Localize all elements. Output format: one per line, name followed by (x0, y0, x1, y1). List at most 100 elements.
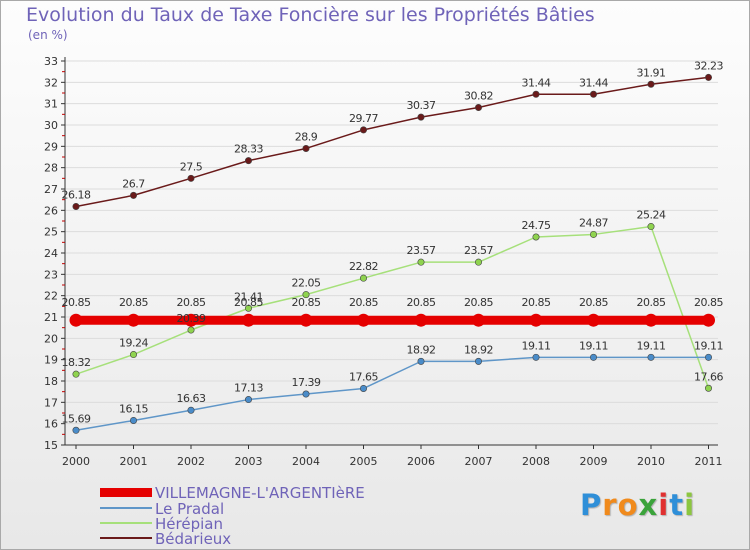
data-point-le-pradal (130, 416, 138, 424)
data-point-h-r-pian (532, 233, 540, 241)
data-label-villemagne-l-argenti-re: 20.85 (407, 296, 436, 309)
data-point-h-r-pian (130, 351, 138, 359)
data-point-b-darieux (417, 113, 425, 121)
y-tick-label: 32 (44, 76, 58, 89)
data-label-h-r-pian: 21.41 (234, 290, 263, 303)
data-point-le-pradal (589, 353, 597, 361)
legend-label-bedarieux: Bédarieux (155, 530, 232, 548)
y-tick-label: 28 (44, 162, 58, 175)
data-point-le-pradal (245, 396, 253, 404)
data-label-b-darieux: 31.44 (522, 76, 551, 89)
data-point-h-r-pian (474, 258, 482, 266)
x-tick-label: 2010 (637, 455, 665, 468)
data-label-h-r-pian: 24.75 (522, 219, 551, 232)
data-point-b-darieux (245, 157, 253, 165)
data-point-h-r-pian (302, 291, 310, 299)
data-point-h-r-pian (704, 384, 712, 392)
x-tick-label: 2006 (407, 455, 435, 468)
series-line-h-r-pian (75, 225, 710, 389)
y-tick-label: 15 (44, 439, 58, 452)
data-point-le-pradal (417, 357, 425, 365)
data-label-b-darieux: 26.7 (122, 177, 145, 190)
y-tick-label: 18 (44, 375, 58, 388)
y-tick-label: 33 (44, 55, 58, 68)
data-point-h-r-pian (417, 258, 425, 266)
legend-label-villemagne: VILLEMAGNE-L'ARGENTIèRE (155, 484, 365, 502)
data-label-h-r-pian: 19.24 (119, 337, 148, 350)
y-tick-label: 21 (44, 311, 58, 324)
data-label-villemagne-l-argenti-re: 20.85 (177, 296, 206, 309)
data-point-le-pradal (532, 353, 540, 361)
y-tick-label: 22 (44, 290, 58, 303)
data-point-villemagne-l-argenti-re (472, 313, 485, 327)
data-label-le-pradal: 19.11 (579, 339, 608, 352)
y-tick-label: 23 (44, 268, 58, 281)
data-label-villemagne-l-argenti-re: 20.85 (349, 296, 378, 309)
data-label-b-darieux: 28.33 (234, 143, 263, 156)
chart-title: Evolution du Taux de Taxe Foncière sur l… (26, 4, 595, 26)
y-tick-label: 24 (44, 247, 58, 260)
data-label-villemagne-l-argenti-re: 20.85 (694, 296, 723, 309)
y-tick-label: 30 (44, 119, 58, 132)
y-tick-label: 19 (44, 354, 58, 367)
data-point-b-darieux (359, 126, 367, 134)
data-point-le-pradal (474, 357, 482, 365)
x-tick-label: 2007 (465, 455, 493, 468)
data-label-h-r-pian: 24.87 (579, 216, 608, 229)
data-point-b-darieux (704, 73, 712, 81)
legend-swatch-villemagne (100, 488, 152, 497)
x-tick-label: 2000 (62, 455, 90, 468)
data-label-villemagne-l-argenti-re: 20.85 (637, 296, 666, 309)
logo-letter: P (580, 488, 603, 522)
data-point-villemagne-l-argenti-re (529, 313, 543, 327)
data-label-le-pradal: 19.11 (637, 339, 666, 352)
x-tick-label: 2011 (695, 455, 723, 468)
data-label-villemagne-l-argenti-re: 20.85 (62, 296, 91, 309)
data-label-b-darieux: 32.23 (694, 59, 723, 72)
data-point-h-r-pian (359, 274, 367, 282)
y-tick-label: 16 (44, 418, 58, 431)
y-tick-label: 27 (44, 183, 58, 196)
data-point-h-r-pian (245, 304, 253, 312)
y-tick-label: 31 (44, 98, 58, 111)
y-tick-label: 17 (44, 396, 58, 409)
data-label-b-darieux: 31.44 (579, 76, 608, 89)
data-label-b-darieux: 28.9 (295, 130, 318, 143)
data-label-le-pradal: 18.92 (464, 343, 493, 356)
data-label-h-r-pian: 23.57 (407, 244, 436, 257)
x-tick-label: 2008 (522, 455, 550, 468)
data-point-villemagne-l-argenti-re (184, 313, 198, 327)
legend-swatch-le-pradal (100, 507, 152, 509)
data-point-b-darieux (647, 80, 655, 88)
data-point-le-pradal (72, 426, 80, 434)
data-label-villemagne-l-argenti-re: 20.85 (464, 296, 493, 309)
data-label-b-darieux: 26.18 (62, 188, 91, 201)
data-point-h-r-pian (72, 370, 80, 378)
data-label-b-darieux: 29.77 (349, 112, 378, 125)
data-point-villemagne-l-argenti-re (127, 313, 140, 327)
data-point-h-r-pian (589, 230, 597, 238)
y-tick-label: 29 (44, 140, 58, 153)
data-point-villemagne-l-argenti-re (69, 313, 83, 327)
data-point-villemagne-l-argenti-re (414, 313, 428, 327)
data-label-h-r-pian: 25.24 (637, 209, 666, 222)
data-label-h-r-pian: 23.57 (464, 244, 493, 257)
data-label-le-pradal: 15.69 (62, 412, 91, 425)
data-point-villemagne-l-argenti-re (644, 313, 658, 327)
y-tick-label: 25 (44, 226, 58, 239)
data-label-b-darieux: 31.91 (637, 66, 666, 79)
data-label-villemagne-l-argenti-re: 20.85 (234, 296, 263, 309)
data-point-b-darieux (72, 202, 80, 210)
data-point-le-pradal (302, 390, 310, 398)
data-point-villemagne-l-argenti-re (357, 313, 370, 327)
legend-swatch-herepian (100, 522, 152, 524)
proxiti-logo: Proxiti (580, 488, 695, 522)
y-tick-label: 20 (44, 332, 58, 345)
data-label-villemagne-l-argenti-re: 20.85 (119, 296, 148, 309)
data-label-h-r-pian: 22.82 (349, 260, 378, 273)
data-label-le-pradal: 17.65 (349, 370, 378, 383)
logo-letter: t (669, 488, 685, 522)
data-point-b-darieux (302, 144, 310, 152)
data-point-b-darieux (130, 191, 138, 199)
series-line-le-pradal (75, 356, 709, 432)
